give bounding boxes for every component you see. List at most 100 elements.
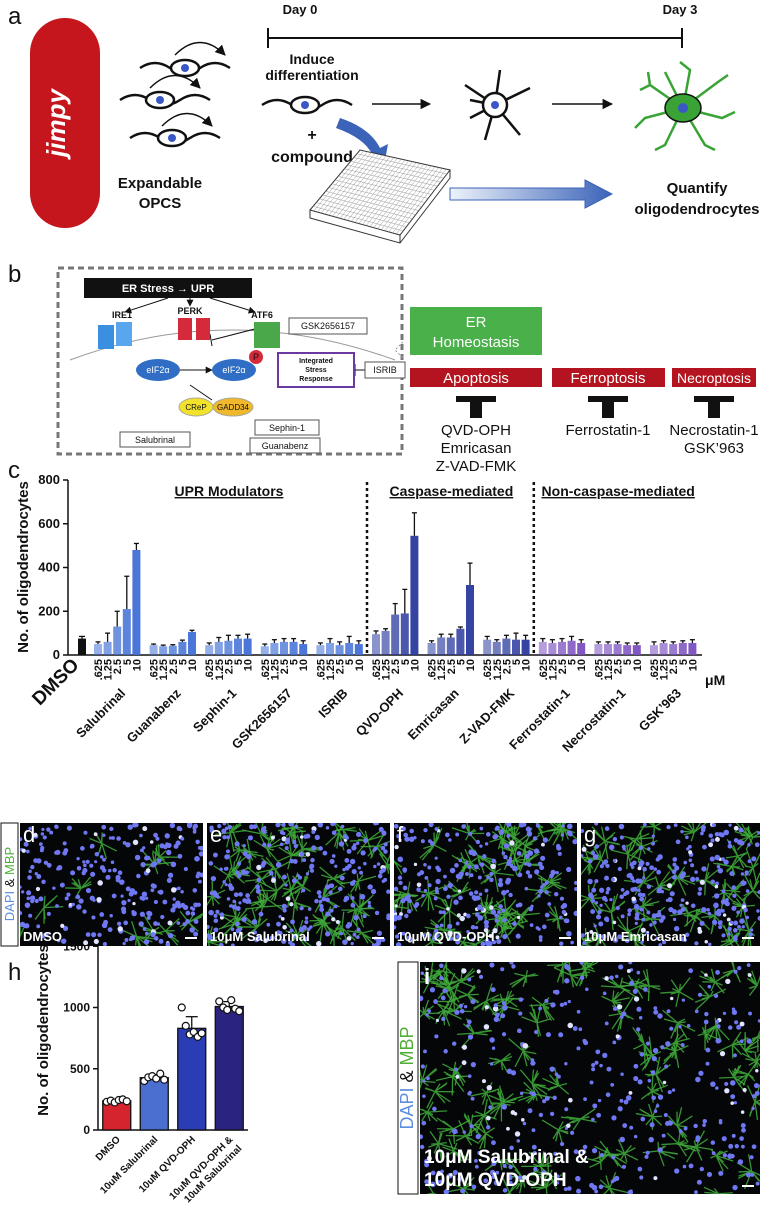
nucleus xyxy=(346,848,352,854)
dose-label: 1.25 xyxy=(158,659,170,680)
plate-grid xyxy=(396,169,447,235)
nucleus xyxy=(467,1074,472,1078)
nucleus xyxy=(303,936,309,942)
data-point xyxy=(181,1021,190,1030)
nucleus xyxy=(461,968,467,974)
nucleus xyxy=(675,839,681,845)
phospho xyxy=(249,350,263,364)
nucleus xyxy=(629,1125,634,1130)
nucleus xyxy=(334,864,338,868)
nucleus xyxy=(400,898,406,904)
nucleus xyxy=(460,1188,465,1194)
bar xyxy=(678,642,687,655)
mbp: MBP xyxy=(397,1026,417,1065)
nucleus xyxy=(736,839,743,845)
panel-label: h xyxy=(8,959,21,986)
nucleus xyxy=(526,831,533,837)
nucleus xyxy=(564,1107,569,1112)
dose-label: 10 xyxy=(521,659,533,671)
nucleus xyxy=(553,1151,558,1156)
data-point xyxy=(235,1007,244,1016)
nucleus xyxy=(438,910,443,915)
nucleus xyxy=(404,913,409,919)
nucleus xyxy=(683,1126,688,1131)
nucleus xyxy=(732,893,737,898)
plate-grid xyxy=(313,150,364,212)
nucleus xyxy=(660,915,666,920)
nucleus xyxy=(325,931,331,937)
caption: OPCS xyxy=(139,195,182,212)
atf6-shape xyxy=(254,322,280,348)
nucleus xyxy=(60,923,65,928)
nucleus xyxy=(338,841,345,847)
nucleus xyxy=(207,924,210,929)
nucleus xyxy=(714,836,720,842)
nucleus xyxy=(672,857,678,862)
micrograph xyxy=(581,823,760,946)
mbp-process xyxy=(473,1121,495,1150)
nucleus xyxy=(657,1013,663,1019)
bar xyxy=(558,641,566,655)
nucleus xyxy=(572,1026,578,1031)
nucleus xyxy=(494,1012,500,1018)
nucleus xyxy=(520,1118,525,1122)
nucleus xyxy=(597,909,602,915)
mbp-process xyxy=(34,894,64,924)
nucleus xyxy=(702,1118,707,1124)
nucleus xyxy=(695,1076,701,1083)
nucleus xyxy=(715,1019,720,1024)
mbp-process xyxy=(65,876,92,899)
nucleus xyxy=(749,1155,754,1160)
nucleus xyxy=(110,860,115,864)
nucleus xyxy=(549,873,554,879)
nucleus xyxy=(631,896,637,902)
dose-label: 1.25 xyxy=(492,659,504,680)
nucleus xyxy=(598,1184,604,1190)
nucleus xyxy=(367,900,371,905)
nucleus xyxy=(305,852,311,857)
nucleus xyxy=(756,909,760,913)
nucleus xyxy=(296,873,300,878)
mbp-process xyxy=(509,1162,540,1194)
nucleus xyxy=(76,904,82,910)
nucleus xyxy=(508,892,513,898)
nucleus xyxy=(55,904,59,908)
nucleus xyxy=(757,890,760,895)
dose-label: 1.25 xyxy=(325,659,337,680)
plate-grid xyxy=(384,166,436,231)
nucleus xyxy=(489,962,495,968)
nucleus xyxy=(598,921,604,927)
nucleus xyxy=(742,1088,747,1093)
nucleus xyxy=(489,1037,495,1043)
nucleus xyxy=(526,862,532,867)
nucleus xyxy=(537,861,543,867)
nucleus xyxy=(425,1013,429,1017)
dose-label: 2.5 xyxy=(335,659,347,674)
nucleus xyxy=(701,907,707,913)
nucleus xyxy=(434,1034,439,1039)
protein: ATF6 xyxy=(251,310,273,320)
bar xyxy=(623,645,632,655)
mbp-process xyxy=(428,1131,458,1160)
nucleus xyxy=(655,936,660,941)
nucleus xyxy=(688,858,693,863)
nucleus xyxy=(702,844,707,850)
nucleus xyxy=(455,873,462,879)
nucleus xyxy=(395,942,402,946)
mbp-process xyxy=(447,1176,476,1194)
nucleus xyxy=(133,890,138,895)
eif-shape xyxy=(212,359,256,381)
nucleus xyxy=(653,1109,658,1113)
mbp-process xyxy=(346,918,375,945)
nucleus xyxy=(698,1070,704,1076)
nucleus xyxy=(192,888,198,893)
nucleus xyxy=(143,939,150,945)
nucleus xyxy=(731,885,737,890)
nucleus xyxy=(516,1028,522,1034)
mbp-process xyxy=(610,841,643,870)
nucleus xyxy=(222,834,227,840)
nucleus xyxy=(182,922,187,927)
nucleus xyxy=(525,826,532,832)
nucleus xyxy=(690,903,696,909)
nucleus xyxy=(561,824,565,828)
